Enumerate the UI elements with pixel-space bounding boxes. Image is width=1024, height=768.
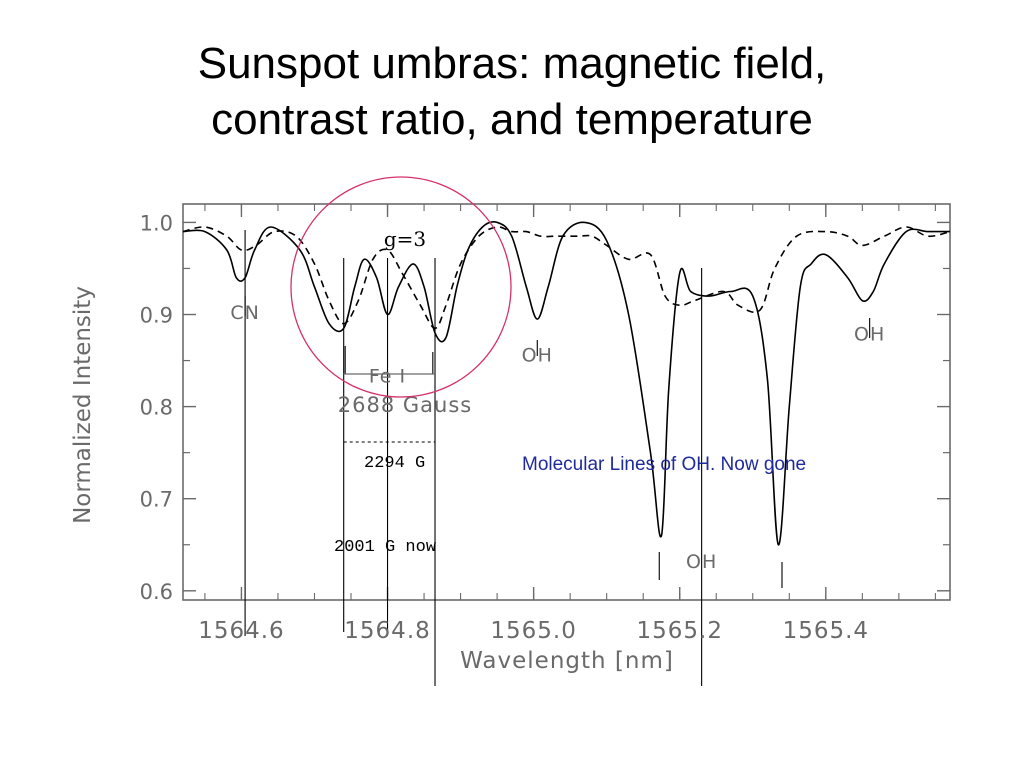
slide-title-line-1: Sunspot umbras: magnetic field, xyxy=(197,39,827,88)
y-axis-label: Normalized Intensity xyxy=(70,286,96,524)
spectrum-line-solid xyxy=(182,221,950,546)
spectral-line-label: CN xyxy=(230,302,259,324)
spectral-line-label: OH xyxy=(686,551,717,573)
plot-frame xyxy=(182,203,951,601)
split-measured-label: 2294 G xyxy=(364,454,426,473)
g-factor-label: g=3 xyxy=(384,227,426,251)
x-tick-label: 1565.2 xyxy=(636,618,722,644)
y-tick-label: 0.8 xyxy=(140,396,173,420)
vertical-marker-lines xyxy=(244,230,871,686)
highlight-circle xyxy=(290,176,512,398)
spectral-line-label: OH xyxy=(522,344,553,366)
x-tick-label: 1564.6 xyxy=(198,618,284,644)
molecular-lines-note: Molecular Lines of OH. Now gone xyxy=(522,454,807,475)
tick-marks xyxy=(183,204,950,600)
x-tick-label: 1565.0 xyxy=(490,618,576,644)
x-axis-label: Wavelength [nm] xyxy=(460,648,674,674)
series-layer xyxy=(182,221,951,546)
spectral-line-label: OH xyxy=(854,323,885,345)
slide-title-line-2: contrast ratio, and temperature xyxy=(211,95,813,144)
y-tick-label: 1.0 xyxy=(140,211,173,235)
y-tick-label: 0.6 xyxy=(140,580,173,604)
y-tick-label: 0.7 xyxy=(140,488,173,512)
split-now-label: 2001 G now xyxy=(334,538,437,557)
spectrum-line-dashed xyxy=(182,226,951,330)
x-tick-label: 1565.4 xyxy=(783,618,869,644)
spectral-line-label: Fe I xyxy=(369,366,406,388)
y-tick-label: 0.9 xyxy=(140,304,173,328)
x-tick-label: 1564.8 xyxy=(344,618,430,644)
slide-title: Sunspot umbras: magnetic field, contrast… xyxy=(0,36,1024,148)
